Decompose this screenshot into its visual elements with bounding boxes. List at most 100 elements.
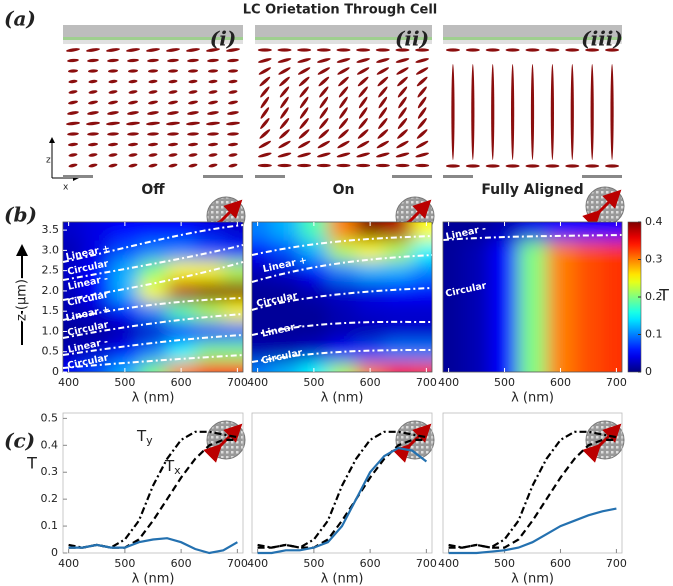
lc-molecule	[126, 121, 140, 125]
y-tick-label: 0.5	[41, 411, 59, 424]
y-tick-label: 3.0	[42, 243, 60, 256]
lc-molecule	[298, 117, 309, 130]
state-label: Off	[141, 182, 165, 198]
heatmap-cell	[111, 240, 140, 261]
lc-molecule	[591, 64, 594, 160]
lc-molecule	[585, 164, 599, 167]
x-tick-label: 600	[550, 557, 571, 570]
lc-molecule	[126, 47, 140, 52]
lc-molecule	[396, 66, 410, 76]
heatmap-cell	[491, 301, 519, 322]
heatmap-cell	[272, 192, 301, 241]
lc-molecule	[206, 121, 220, 125]
heatmap-cell	[167, 281, 196, 302]
lc-molecule	[258, 66, 272, 76]
lc-molecule	[259, 117, 270, 130]
lc-molecule	[168, 90, 178, 95]
lc-molecule	[146, 121, 160, 125]
bottom-electrode	[443, 175, 473, 178]
lc-molecule	[259, 106, 270, 119]
lc-molecule	[446, 48, 460, 51]
x-tick-label: 400	[247, 376, 268, 389]
lc-molecule	[188, 69, 198, 73]
lc-molecule	[146, 47, 160, 52]
lc-molecule	[377, 106, 388, 119]
lc-molecule	[297, 66, 311, 76]
lc-molecule	[106, 47, 120, 52]
lc-molecule	[86, 47, 100, 52]
lc-molecule	[68, 153, 78, 158]
lc-molecule	[299, 96, 310, 109]
lc-molecule	[298, 76, 311, 88]
lc-molecule	[168, 163, 178, 168]
lc-molecule	[148, 153, 158, 158]
lc-molecule	[377, 128, 390, 140]
lc-molecule	[545, 164, 559, 167]
lc-molecule	[278, 164, 292, 167]
lc-molecule	[376, 48, 390, 51]
heatmap-cell	[519, 192, 547, 241]
lc-molecule	[317, 164, 331, 167]
lc-molecule	[258, 164, 272, 167]
lc-molecule	[88, 153, 98, 158]
heatmap-cell	[384, 342, 413, 363]
heatmap-cell	[491, 192, 519, 241]
lc-molecule	[526, 48, 540, 51]
y-tick-label: 0.1	[41, 519, 59, 532]
lc-molecule	[167, 58, 179, 62]
panel-label: (c)	[4, 429, 35, 453]
lc-molecule	[471, 64, 474, 160]
lc-molecule	[167, 132, 179, 136]
lc-molecule	[187, 110, 199, 115]
lc-molecule	[337, 128, 350, 140]
lc-molecule	[66, 47, 80, 52]
lc-molecule	[297, 57, 311, 64]
heatmap-cell	[356, 301, 385, 322]
lc-molecule	[87, 110, 99, 115]
lc-molecule	[106, 121, 120, 125]
heatmap-cell	[272, 362, 301, 403]
lc-molecule	[376, 152, 390, 159]
lc-molecule	[466, 164, 480, 167]
heatmap-cell	[300, 301, 329, 322]
heatmap-cell	[328, 240, 357, 261]
lc-molecule	[415, 164, 429, 167]
heatmap-cell	[384, 362, 413, 403]
lc-molecule	[299, 106, 310, 119]
lc-molecule	[486, 48, 500, 51]
lc-molecule	[188, 79, 197, 83]
y-tick-label: 0	[52, 365, 59, 378]
x-tick-label: 400	[247, 557, 268, 570]
x-axis-label: λ (nm)	[132, 391, 175, 406]
x-tick-label: 700	[416, 376, 437, 389]
heatmap-cell	[300, 342, 329, 363]
lc-molecule	[605, 164, 619, 167]
lc-molecule	[208, 79, 217, 83]
lc-molecule	[148, 100, 159, 105]
heatmap-cell	[111, 321, 140, 342]
sub-label: (ii)	[395, 27, 429, 51]
lc-molecule	[278, 66, 292, 76]
y-tick-label: 2.5	[42, 264, 60, 277]
lc-molecule	[258, 140, 272, 150]
heatmap-cell	[491, 261, 519, 282]
heatmap-cell	[300, 192, 329, 241]
x-tick-label: 600	[171, 376, 192, 389]
lc-molecule	[376, 164, 390, 167]
heatmap-cell	[574, 342, 602, 363]
lc-molecule	[277, 57, 291, 64]
lc-molecule	[168, 69, 178, 73]
lc-molecule	[397, 96, 408, 109]
heatmap-cell	[463, 240, 491, 261]
heatmap-cell	[519, 301, 547, 322]
lc-molecule	[531, 64, 534, 160]
lc-molecule	[259, 128, 272, 140]
lc-molecule	[396, 164, 410, 167]
lc-molecule	[167, 110, 179, 115]
lc-molecule	[336, 57, 350, 64]
heatmap-cell	[574, 362, 602, 403]
lc-molecule	[128, 153, 138, 158]
x-tick-label: 700	[227, 557, 248, 570]
lc-molecule	[148, 90, 158, 95]
lc-molecule	[68, 100, 79, 105]
